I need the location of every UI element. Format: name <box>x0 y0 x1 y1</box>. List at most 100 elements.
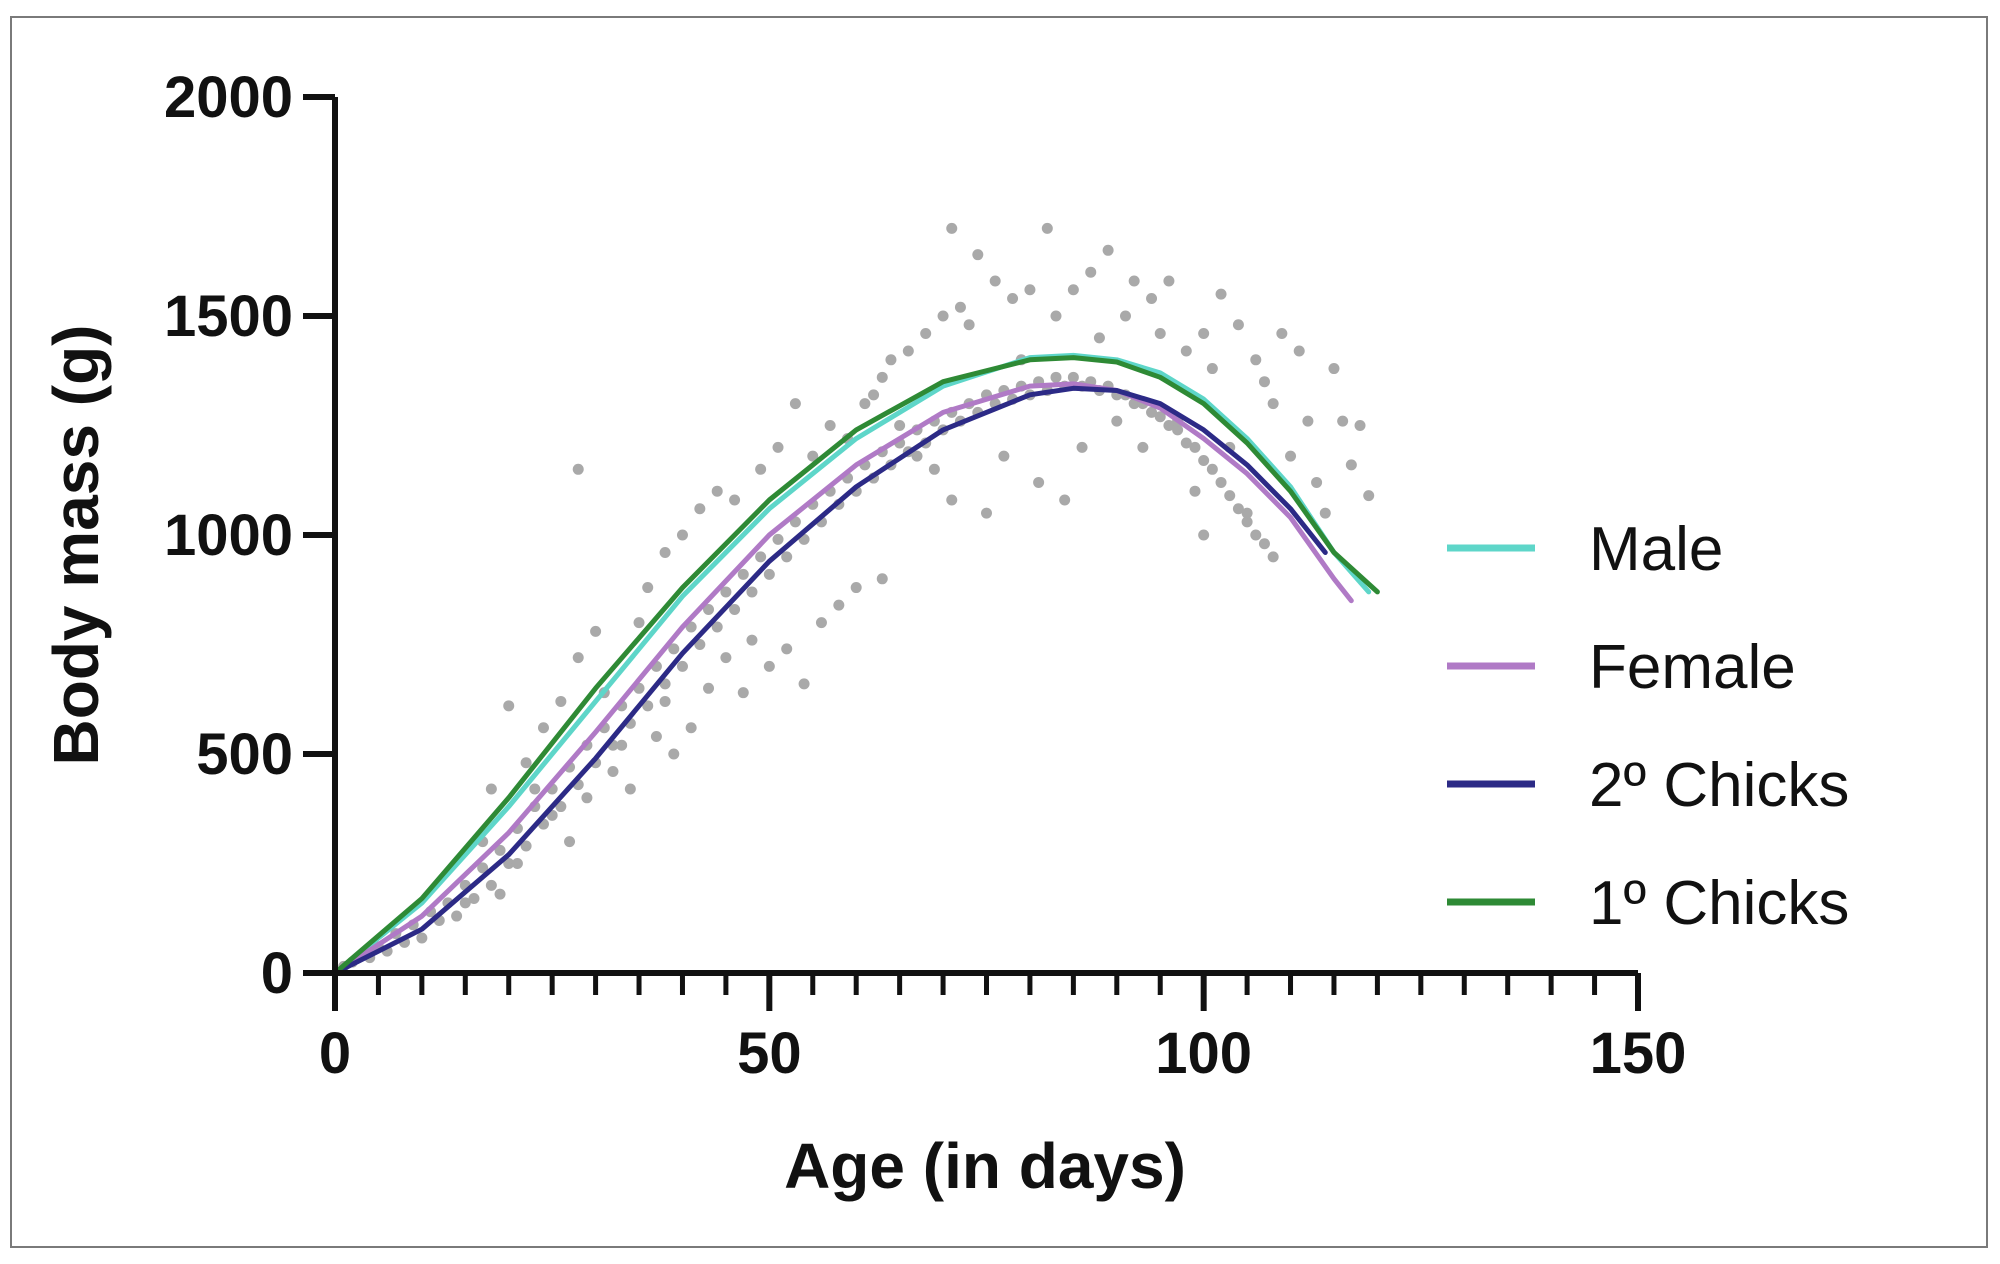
y-axis-title: Body mass (g) <box>40 325 112 766</box>
scatter-point <box>572 652 584 664</box>
scatter-point <box>668 748 680 760</box>
scatter-point <box>946 494 958 506</box>
scatter-point <box>781 643 793 655</box>
scatter-point <box>1206 363 1218 375</box>
scatter-point <box>659 547 671 559</box>
x-tick-label: 100 <box>1155 1021 1252 1086</box>
axis-ticks: 0 500 1000 1500 2000 0 50 100 150 <box>164 65 1686 1086</box>
scatter-point <box>746 586 758 598</box>
scatter-point <box>937 310 949 322</box>
scatter-point <box>1258 376 1270 388</box>
scatter-point <box>1102 244 1114 256</box>
scatter-point <box>485 879 497 891</box>
scatter-point <box>746 634 758 646</box>
scatter-point <box>928 463 940 475</box>
scatter-point <box>1146 406 1158 418</box>
scatter-point <box>711 621 723 633</box>
scatter-point <box>520 757 532 769</box>
scatter-point <box>1232 503 1244 515</box>
scatter-point <box>1085 266 1097 278</box>
scatter-point <box>911 450 923 462</box>
scatter-point <box>1224 490 1236 502</box>
scatter-point <box>485 783 497 795</box>
scatter-point <box>989 275 1001 287</box>
scatter-point <box>954 301 966 313</box>
scatter-point <box>798 678 810 690</box>
scatter-point <box>572 463 584 475</box>
scatter-point <box>642 582 654 594</box>
fit-lines <box>332 352 1380 976</box>
scatter-point <box>1128 275 1140 287</box>
scatter-point <box>503 700 515 712</box>
scatter-point <box>659 695 671 707</box>
scatter-point <box>1198 328 1210 340</box>
scatter-point <box>920 328 932 340</box>
scatter-point <box>981 507 992 519</box>
scatter-point <box>1354 420 1366 431</box>
scatter-point <box>824 420 836 431</box>
scatter-point <box>1206 463 1218 475</box>
scatter-point <box>789 398 801 410</box>
legend-label: Female <box>1589 633 1796 702</box>
scatter-point <box>642 700 654 712</box>
scatter-point <box>807 450 819 462</box>
scatter-point <box>720 586 732 598</box>
scatter-point <box>781 551 793 563</box>
scatter-point <box>1111 415 1123 427</box>
scatter-point <box>616 739 628 751</box>
scatter-point <box>1076 441 1088 453</box>
scatter-point <box>1033 476 1045 488</box>
scatter-point <box>581 792 593 804</box>
scatter-point <box>1215 476 1227 488</box>
scatter-point <box>1215 288 1227 300</box>
scatter-point <box>755 551 767 563</box>
scatter-point <box>1163 420 1175 431</box>
scatter-point <box>755 463 767 475</box>
scatter-point <box>529 783 541 795</box>
scatter-point <box>1154 411 1166 423</box>
scatter-point <box>520 840 532 852</box>
scatter-point <box>1180 437 1192 449</box>
series-line <box>332 355 1380 976</box>
scatter-point <box>1337 415 1349 427</box>
scatter-point <box>694 503 706 515</box>
scatter-point <box>772 441 784 453</box>
scatter-point <box>590 625 602 637</box>
scatter-point <box>468 893 480 905</box>
scatter-point <box>537 722 549 734</box>
scatter-point <box>711 485 723 497</box>
scatter-point <box>1293 345 1305 357</box>
scatter-point <box>1267 551 1279 563</box>
scatter-point <box>998 450 1010 462</box>
x-tick-label: 50 <box>737 1021 802 1086</box>
scatter-point <box>607 766 619 778</box>
scatter-point <box>624 783 636 795</box>
scatter-point <box>555 801 567 813</box>
y-tick-label: 2000 <box>164 65 293 130</box>
scatter-point <box>720 652 732 664</box>
scatter-point <box>1250 354 1262 366</box>
scatter-point <box>763 660 775 672</box>
scatter-point <box>650 730 662 742</box>
scatter-point <box>668 643 680 655</box>
scatter-point <box>833 599 845 611</box>
scatter-point <box>1007 292 1019 304</box>
scatter-point <box>1198 529 1210 541</box>
scatter-point <box>633 617 645 629</box>
scatter-point <box>729 494 741 506</box>
scatter-point <box>1276 328 1288 340</box>
scatter-point <box>894 420 906 431</box>
scatter-point <box>972 249 984 261</box>
scatter-point <box>1137 441 1149 453</box>
scatter-point <box>885 354 897 366</box>
scatter-point <box>876 573 888 585</box>
scatter-point <box>737 568 749 580</box>
scatter-point <box>763 568 775 580</box>
scatter-point <box>1059 494 1071 506</box>
scatter-point <box>1319 507 1331 519</box>
series-line <box>332 381 1354 976</box>
scatter-point <box>1345 459 1357 471</box>
scatter-point <box>703 682 715 694</box>
y-tick-label: 500 <box>196 722 293 787</box>
scatter-point <box>494 888 506 900</box>
